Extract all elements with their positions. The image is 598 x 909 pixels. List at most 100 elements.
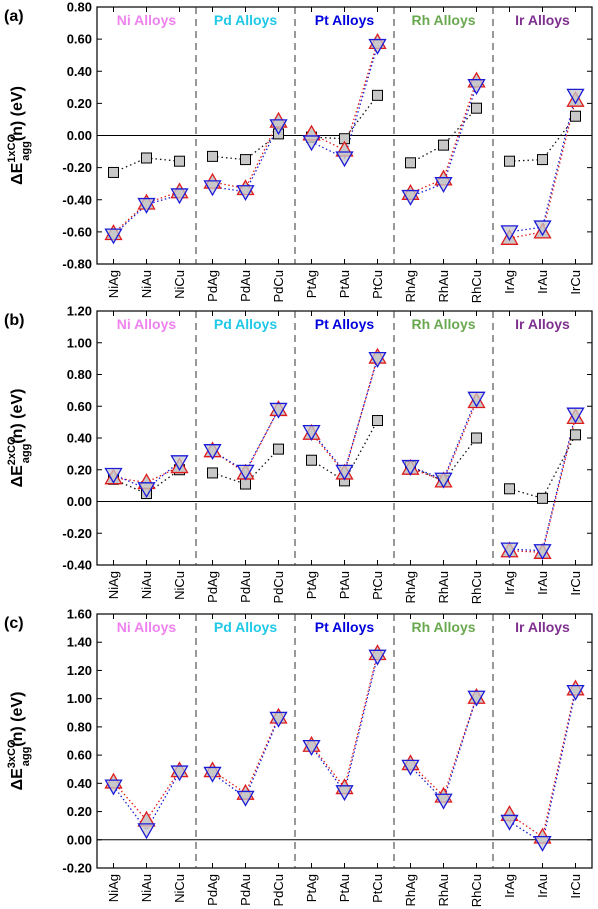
point-triangle-down	[203, 444, 222, 461]
chart-panel-c: -0.20 0.00 0.20 0.40 0.60 0.80 1.00 1.20 1.40 1.6…	[4, 607, 593, 907]
x-tick-label: PdAu	[238, 571, 253, 603]
y-tick-label: -0.20	[62, 160, 92, 175]
series-line-square	[113, 469, 180, 495]
y-tick-label: 0.40	[67, 776, 92, 791]
point-triangle-down	[236, 185, 255, 202]
y-tick-label: -0.80	[62, 257, 92, 272]
series-line-square	[311, 94, 379, 140]
point-triangle-down	[566, 684, 585, 701]
point-triangle-down	[401, 759, 420, 776]
point-triangle-down	[533, 544, 552, 561]
x-tick-label: NiCu	[172, 270, 187, 299]
point-triangle-down	[302, 739, 321, 756]
y-tick-label: 1.20	[67, 304, 92, 319]
group-label-ni: Ni Alloys	[117, 316, 177, 332]
plot-frame	[96, 310, 593, 566]
point-triangle-down	[368, 649, 387, 666]
x-tick-label: NiAg	[106, 874, 121, 902]
y-tick-label: 0.20	[67, 804, 92, 819]
point-triangle-down	[104, 779, 123, 796]
x-tick-label: PdCu	[271, 270, 286, 303]
point-triangle-down	[203, 766, 222, 783]
point-triangle-down	[434, 177, 453, 193]
point-square	[141, 152, 152, 164]
group-label-rh: Rh Alloys	[411, 12, 475, 28]
x-tick-label: RhCu	[469, 270, 484, 303]
x-tick-label: NiCu	[172, 874, 187, 903]
point-triangle-down	[302, 135, 321, 152]
group-label-pt: Pt Alloys	[315, 12, 375, 28]
x-tick-label: NiCu	[172, 571, 187, 600]
x-tick-label: NiAg	[106, 571, 121, 599]
point-square	[537, 154, 548, 166]
x-tick-label: NiAu	[139, 270, 154, 298]
y-tick-label: 0.80	[67, 0, 92, 15]
y-tick-label: 0.60	[67, 748, 92, 763]
point-triangle-down	[335, 151, 354, 168]
point-triangle-down	[368, 351, 387, 368]
x-tick-label: PdAg	[205, 874, 220, 906]
point-triangle-down	[500, 542, 519, 559]
point-square	[405, 157, 416, 169]
series-line-square	[509, 434, 577, 500]
point-square	[273, 443, 284, 455]
group-label-ir: Ir Alloys	[515, 316, 570, 332]
y-tick-label: -0.60	[62, 224, 92, 239]
series-line-square	[410, 437, 478, 482]
point-square	[570, 429, 581, 441]
point-square	[471, 102, 482, 114]
group-label-pd: Pd Alloys	[214, 619, 277, 635]
group-label-ni: Ni Alloys	[117, 12, 177, 28]
x-tick-label: RhAg	[403, 270, 418, 303]
series-line-up	[310, 653, 379, 790]
series-line-up	[410, 697, 478, 798]
series-line-up	[509, 100, 577, 239]
x-tick-label: IrCu	[568, 571, 583, 596]
point-square	[471, 432, 482, 444]
point-triangle-down	[137, 197, 156, 214]
group-label-ni: Ni Alloys	[117, 619, 177, 635]
x-tick-label: RhAg	[403, 571, 418, 604]
x-tick-label: PtAg	[304, 874, 319, 902]
y-tick-label: -0.20	[62, 526, 92, 541]
x-tick-label: RhCu	[469, 874, 484, 907]
x-tick-label: RhCu	[469, 571, 484, 604]
y-axis-label: ΔE2xCO agg(n) (eV)	[6, 389, 32, 488]
point-triangle-down	[335, 785, 354, 802]
x-tick-label: PdAg	[205, 270, 220, 302]
x-tick-label: PdAu	[238, 874, 253, 906]
x-tick-label: IrAu	[535, 874, 550, 898]
series-line-up	[212, 409, 280, 474]
x-tick-label: PdCu	[271, 874, 286, 907]
point-triangle-down	[434, 472, 453, 489]
group-label-pt: Pt Alloys	[315, 619, 375, 635]
y-tick-label: 1.00	[67, 691, 92, 706]
y-tick-label: 0.60	[67, 32, 92, 47]
x-tick-label: IrCu	[568, 874, 583, 899]
x-tick-label: RhAu	[436, 571, 451, 604]
point-square	[372, 89, 383, 101]
point-triangle-down	[500, 814, 519, 831]
point-triangle-down	[401, 189, 420, 206]
point-triangle-down	[104, 228, 123, 245]
series-line-up	[113, 770, 181, 822]
y-tick-label: -0.40	[62, 558, 92, 573]
x-tick-label: IrAg	[502, 571, 517, 595]
x-tick-label: PtAu	[337, 571, 352, 599]
point-square	[570, 110, 581, 122]
point-triangle-down	[203, 180, 222, 197]
group-label-ir: Ir Alloys	[515, 619, 570, 635]
series-line-down	[212, 409, 280, 473]
x-tick-label: IrAg	[502, 874, 517, 898]
y-tick-label: 1.00	[67, 335, 92, 350]
point-square	[372, 415, 383, 427]
group-label-pd: Pd Alloys	[214, 12, 277, 28]
y-tick-label: 1.20	[67, 663, 92, 678]
y-tick-label: 0.40	[67, 431, 92, 446]
point-triangle-down	[335, 464, 354, 481]
point-triangle-down	[269, 711, 288, 728]
y-tick-label: 1.60	[67, 607, 92, 622]
series-line-up	[509, 417, 577, 553]
group-label-pd: Pd Alloys	[214, 316, 277, 332]
point-square	[207, 150, 218, 162]
